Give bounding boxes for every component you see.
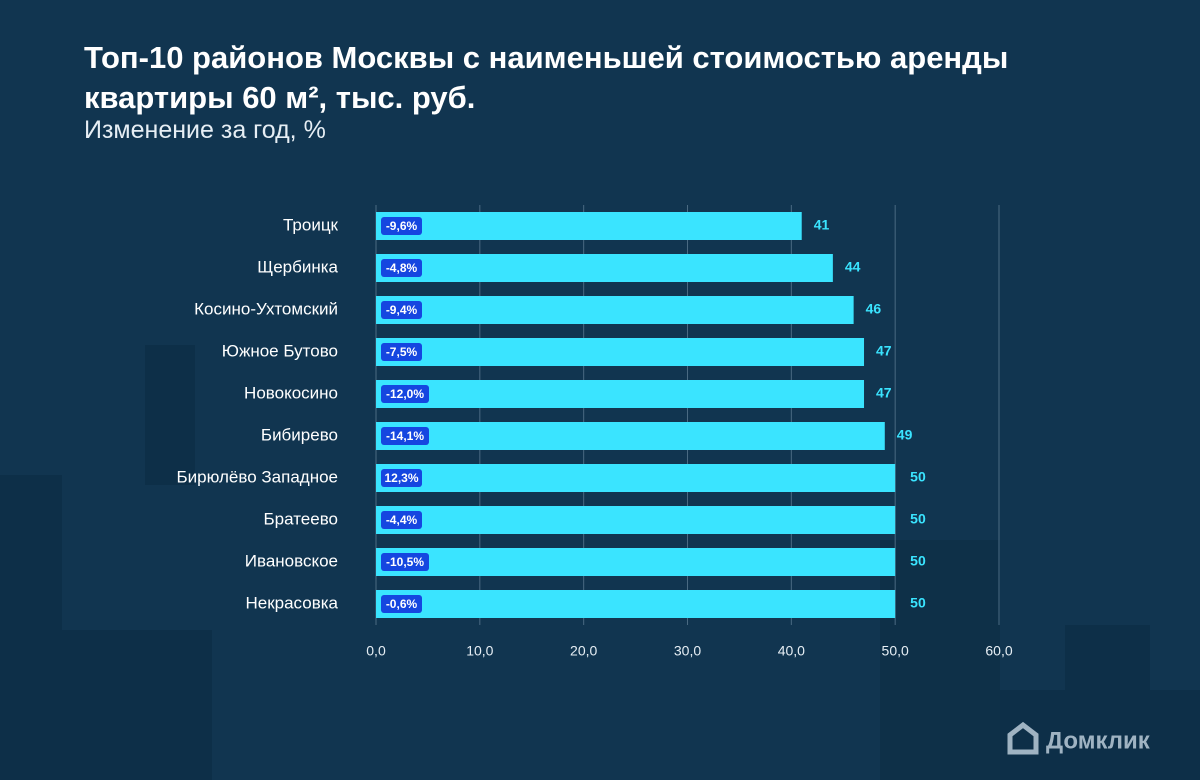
- y-tick-label: Южное Бутово: [222, 341, 338, 360]
- change-badge: [381, 511, 422, 529]
- x-tick-label: 10,0: [466, 643, 493, 659]
- change-label: 12,3%: [384, 471, 418, 485]
- y-tick-label: Бибирево: [261, 425, 338, 444]
- change-label: -4,4%: [386, 513, 418, 527]
- y-tick-label: Щербинка: [257, 257, 338, 276]
- change-label: -10,5%: [386, 555, 424, 569]
- y-tick-label: Новокосино: [244, 383, 338, 402]
- y-tick-label: Братеево: [264, 509, 339, 528]
- x-tick-label: 50,0: [882, 643, 909, 659]
- y-tick-label: Некрасовка: [245, 593, 338, 612]
- value-label: 50: [910, 511, 926, 527]
- x-tick-label: 40,0: [778, 643, 805, 659]
- change-badge: [381, 301, 422, 319]
- bar: [376, 548, 896, 576]
- change-label: -9,4%: [386, 303, 418, 317]
- x-tick-label: 0,0: [366, 643, 386, 659]
- change-badge: [381, 343, 422, 361]
- change-label: -14,1%: [386, 429, 424, 443]
- change-label: -7,5%: [386, 345, 418, 359]
- change-badge: [381, 469, 422, 487]
- value-label: 50: [910, 595, 926, 611]
- change-badge: [381, 217, 422, 235]
- change-badge: [381, 595, 422, 613]
- bar: [376, 464, 896, 492]
- y-tick-label: Троицк: [283, 215, 339, 234]
- value-label: 50: [910, 469, 926, 485]
- x-tick-label: 20,0: [570, 643, 597, 659]
- y-tick-label: Ивановское: [245, 551, 338, 570]
- bar: [376, 380, 865, 408]
- x-tick-label: 60,0: [985, 643, 1012, 659]
- chart-title: Топ-10 районов Москвы с наименьшей стоим…: [84, 40, 1009, 115]
- x-tick-label: 30,0: [674, 643, 701, 659]
- bar: [376, 212, 802, 240]
- value-label: 47: [876, 385, 892, 401]
- change-badge: [381, 427, 429, 445]
- bar: [376, 590, 896, 618]
- value-label: 47: [876, 343, 892, 359]
- change-label: -0,6%: [386, 597, 418, 611]
- value-label: 41: [814, 217, 830, 233]
- chart-subtitle: Изменение за год, %: [84, 116, 326, 144]
- y-tick-label: Косино-Ухтомский: [194, 299, 338, 318]
- bar: [376, 506, 896, 534]
- logo: Домклик: [1046, 727, 1151, 754]
- value-label: 49: [897, 427, 913, 443]
- change-label: -9,6%: [386, 219, 418, 233]
- change-badge: [381, 553, 429, 571]
- change-label: -12,0%: [386, 387, 424, 401]
- logo-icon: [1007, 721, 1039, 755]
- value-label: 50: [910, 553, 926, 569]
- value-label: 46: [866, 301, 882, 317]
- bar: [376, 338, 865, 366]
- bar: [376, 296, 854, 324]
- bar: [376, 254, 833, 282]
- change-badge: [381, 259, 422, 277]
- value-label: 44: [845, 259, 861, 275]
- change-badge: [381, 385, 429, 403]
- change-label: -4,8%: [386, 261, 418, 275]
- y-tick-label: Бирюлёво Западное: [177, 467, 338, 486]
- bar: [376, 422, 885, 450]
